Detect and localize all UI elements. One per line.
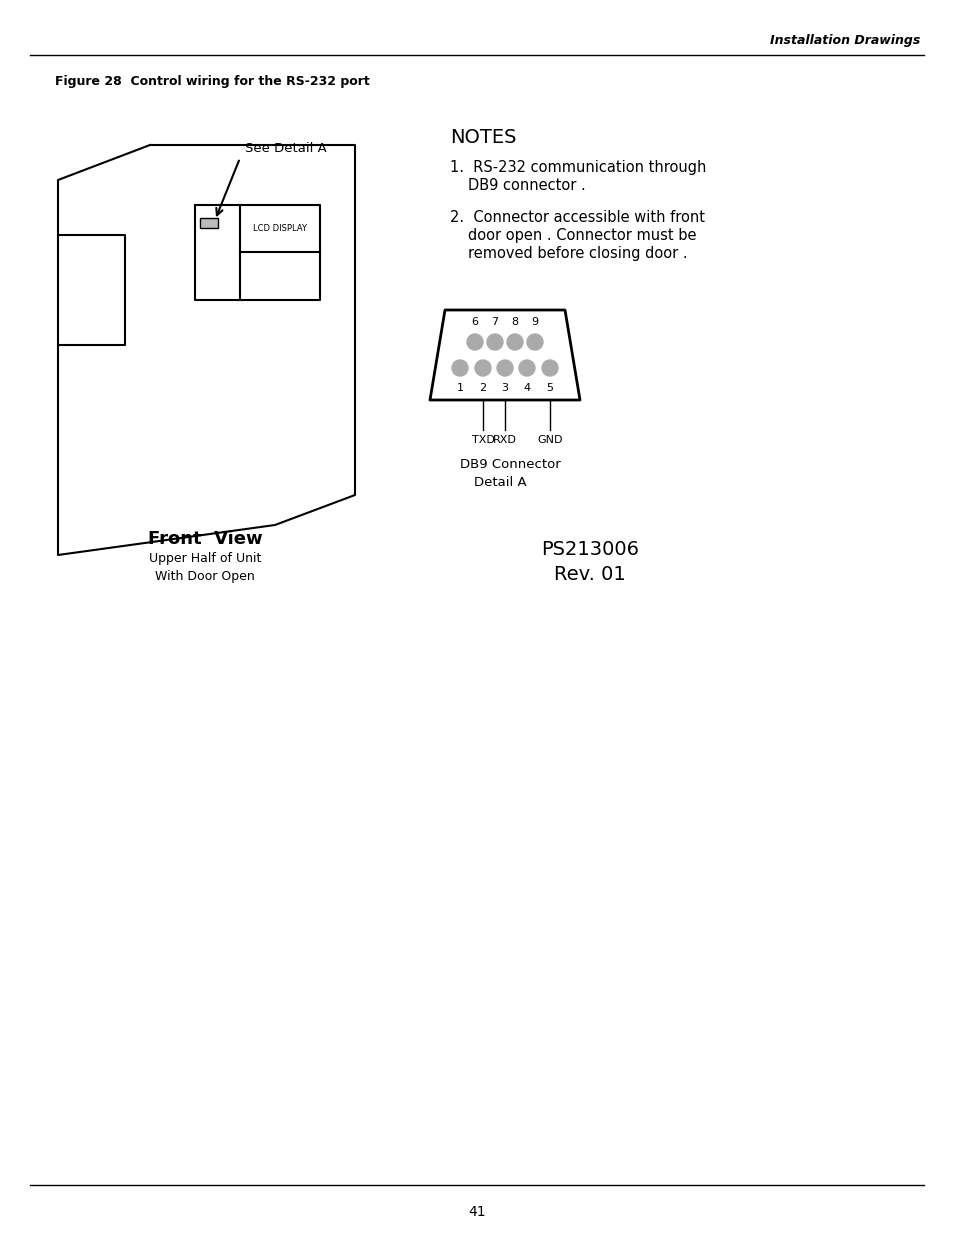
Text: RXD: RXD bbox=[493, 435, 517, 445]
Text: PS213006: PS213006 bbox=[540, 540, 639, 559]
Text: 9: 9 bbox=[531, 317, 538, 327]
Text: 7: 7 bbox=[491, 317, 498, 327]
Text: Detail A: Detail A bbox=[474, 475, 526, 489]
Circle shape bbox=[541, 359, 558, 375]
Text: 41: 41 bbox=[468, 1205, 485, 1219]
Circle shape bbox=[475, 359, 491, 375]
Text: 1: 1 bbox=[456, 383, 463, 393]
Text: See Detail A: See Detail A bbox=[245, 142, 327, 156]
Circle shape bbox=[486, 333, 502, 350]
Text: 3: 3 bbox=[501, 383, 508, 393]
Circle shape bbox=[497, 359, 513, 375]
Bar bbox=[200, 219, 218, 228]
Text: DB9 Connector: DB9 Connector bbox=[459, 458, 560, 471]
Text: 4: 4 bbox=[523, 383, 530, 393]
Text: Front  View: Front View bbox=[148, 530, 262, 548]
Text: 2.  Connector accessible with front: 2. Connector accessible with front bbox=[450, 210, 704, 225]
Circle shape bbox=[506, 333, 522, 350]
Text: Installation Drawings: Installation Drawings bbox=[769, 35, 919, 47]
Text: Rev. 01: Rev. 01 bbox=[554, 564, 625, 584]
Text: 2: 2 bbox=[479, 383, 486, 393]
Circle shape bbox=[526, 333, 542, 350]
Text: 8: 8 bbox=[511, 317, 518, 327]
Circle shape bbox=[518, 359, 535, 375]
Circle shape bbox=[452, 359, 468, 375]
Text: 6: 6 bbox=[471, 317, 478, 327]
Text: TXD: TXD bbox=[471, 435, 494, 445]
Text: DB9 connector .: DB9 connector . bbox=[468, 178, 585, 193]
Text: With Door Open: With Door Open bbox=[155, 571, 254, 583]
Text: NOTES: NOTES bbox=[450, 128, 516, 147]
Text: Figure 28  Control wiring for the RS-232 port: Figure 28 Control wiring for the RS-232 … bbox=[55, 75, 370, 88]
Text: door open . Connector must be: door open . Connector must be bbox=[468, 228, 696, 243]
Text: removed before closing door .: removed before closing door . bbox=[468, 246, 687, 261]
Circle shape bbox=[467, 333, 482, 350]
Text: LCD DISPLAY: LCD DISPLAY bbox=[253, 224, 307, 232]
Text: 5: 5 bbox=[546, 383, 553, 393]
Text: Upper Half of Unit: Upper Half of Unit bbox=[149, 552, 261, 564]
Text: 1.  RS-232 communication through: 1. RS-232 communication through bbox=[450, 161, 705, 175]
Text: GND: GND bbox=[537, 435, 562, 445]
